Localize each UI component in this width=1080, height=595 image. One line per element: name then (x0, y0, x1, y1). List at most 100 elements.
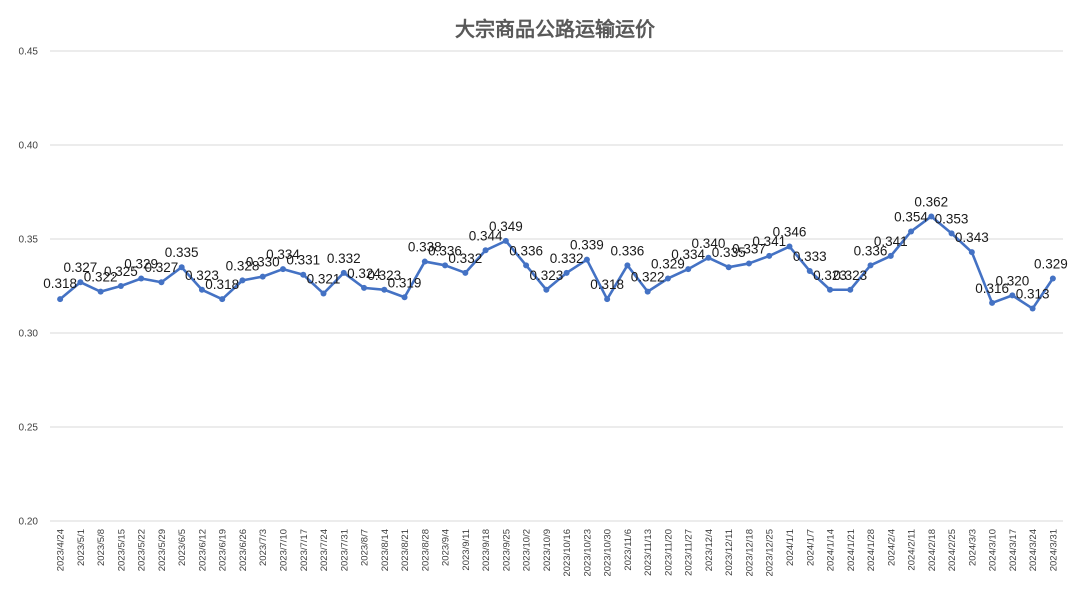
data-point (543, 286, 550, 293)
data-point (745, 260, 752, 267)
y-tick-label: 0.30 (19, 329, 39, 340)
data-point (1029, 305, 1036, 312)
data-point (239, 277, 246, 284)
data-point (340, 269, 347, 276)
data-point (786, 243, 793, 250)
data-point (928, 213, 935, 220)
data-label: 0.319 (388, 275, 422, 290)
x-tick-label: 2023/5/29 (157, 529, 168, 571)
data-point (97, 288, 104, 295)
x-tick-label: 2023/9/11 (461, 529, 472, 571)
data-label: 0.313 (1016, 287, 1050, 302)
x-tick-label: 2024/2/25 (947, 529, 958, 571)
y-tick-label: 0.35 (19, 235, 39, 246)
data-point (462, 269, 469, 276)
x-tick-label: 2023/10/30 (603, 529, 614, 577)
data-point (381, 286, 388, 293)
x-tick-label: 2023/8/7 (360, 529, 371, 566)
data-point (604, 296, 611, 303)
data-label: 0.323 (529, 268, 563, 283)
data-point (664, 275, 671, 282)
x-tick-label: 2023/12/18 (744, 529, 755, 577)
data-label: 0.333 (793, 249, 827, 264)
data-label: 0.332 (550, 251, 584, 266)
data-point (320, 290, 327, 297)
x-tick-label: 2023/7/10 (278, 529, 289, 571)
x-tick-label: 2023/5/1 (76, 529, 87, 566)
x-tick-label: 2024/1/21 (846, 529, 857, 571)
data-point (908, 228, 915, 235)
data-label: 0.354 (894, 209, 928, 224)
data-point (57, 296, 64, 303)
data-label: 0.337 (732, 241, 766, 256)
data-point (1049, 275, 1056, 282)
x-tick-label: 2023/9/25 (501, 529, 512, 571)
data-label: 0.327 (145, 260, 179, 275)
x-tick-label: 2024/1/7 (805, 529, 816, 566)
data-point (198, 286, 205, 293)
data-label: 0.362 (914, 194, 948, 209)
x-tick-label: 2024/3/17 (1008, 529, 1019, 571)
data-label: 0.335 (165, 245, 199, 260)
x-tick-label: 2023/7/31 (339, 529, 350, 571)
data-point (361, 284, 368, 291)
data-point (77, 279, 84, 286)
data-point (421, 258, 428, 265)
y-tick-label: 0.20 (19, 517, 39, 528)
data-label: 0.322 (631, 270, 665, 285)
x-tick-label: 2024/2/18 (927, 529, 938, 571)
data-label: 0.322 (84, 270, 118, 285)
data-label: 0.353 (935, 211, 969, 226)
data-label: 0.321 (307, 272, 341, 287)
data-point (1009, 292, 1016, 299)
data-labels: 0.3180.3270.3220.3250.3290.3270.3350.323… (43, 194, 1068, 301)
gridlines (50, 50, 1063, 522)
data-point (867, 262, 874, 269)
data-point (442, 262, 449, 269)
x-tick-label: 2023/6/5 (177, 529, 188, 566)
data-label: 0.330 (246, 255, 280, 270)
y-tick-label: 0.40 (19, 141, 39, 152)
data-point (178, 264, 185, 271)
data-point (644, 288, 651, 295)
data-point (725, 264, 732, 271)
data-label: 0.336 (854, 243, 888, 258)
data-point (806, 267, 813, 274)
data-point (948, 230, 955, 237)
data-label: 0.336 (611, 243, 645, 258)
x-tick-label: 2023/9/4 (441, 529, 452, 566)
data-label: 0.328 (226, 258, 260, 273)
x-tick-label: 2023/7/24 (319, 529, 330, 571)
data-label: 0.338 (408, 240, 442, 255)
data-label: 0.316 (975, 281, 1009, 296)
data-label: 0.341 (874, 234, 908, 249)
data-points (57, 213, 1056, 312)
data-label: 0.340 (692, 236, 726, 251)
data-point (482, 247, 489, 254)
x-tick-label: 2024/3/24 (1028, 529, 1039, 571)
x-tick-label: 2023/12/25 (765, 529, 776, 577)
x-tick-label: 2023/10/16 (562, 529, 573, 577)
data-label: 0.335 (712, 245, 746, 260)
x-tick-label: 2023/5/22 (137, 529, 148, 571)
data-label: 0.346 (773, 225, 807, 240)
data-label: 0.336 (509, 243, 543, 258)
data-point (279, 266, 286, 273)
data-label: 0.331 (286, 253, 320, 268)
x-tick-label: 2023/6/19 (218, 529, 229, 571)
x-tick-label: 2024/3/10 (988, 529, 999, 571)
x-axis-ticks: 2023/4/24 2023/5/1 2023/5/8 2023/5/15 2023/5… (56, 529, 1060, 577)
data-label: 0.329 (651, 256, 685, 271)
chart-title: 大宗商品公路运输运价 (455, 17, 656, 41)
y-axis-ticks: 0.20 0.25 0.30 0.35 0.40 0.45 (19, 47, 39, 528)
data-label: 0.332 (448, 251, 482, 266)
data-point (300, 271, 307, 278)
data-label: 0.341 (752, 234, 786, 249)
x-tick-label: 2023/7/3 (258, 529, 269, 566)
data-label: 0.327 (63, 260, 97, 275)
data-point (523, 262, 530, 269)
data-label: 0.323 (813, 268, 847, 283)
y-tick-label: 0.25 (19, 423, 39, 434)
x-tick-label: 2023/6/26 (238, 529, 249, 571)
